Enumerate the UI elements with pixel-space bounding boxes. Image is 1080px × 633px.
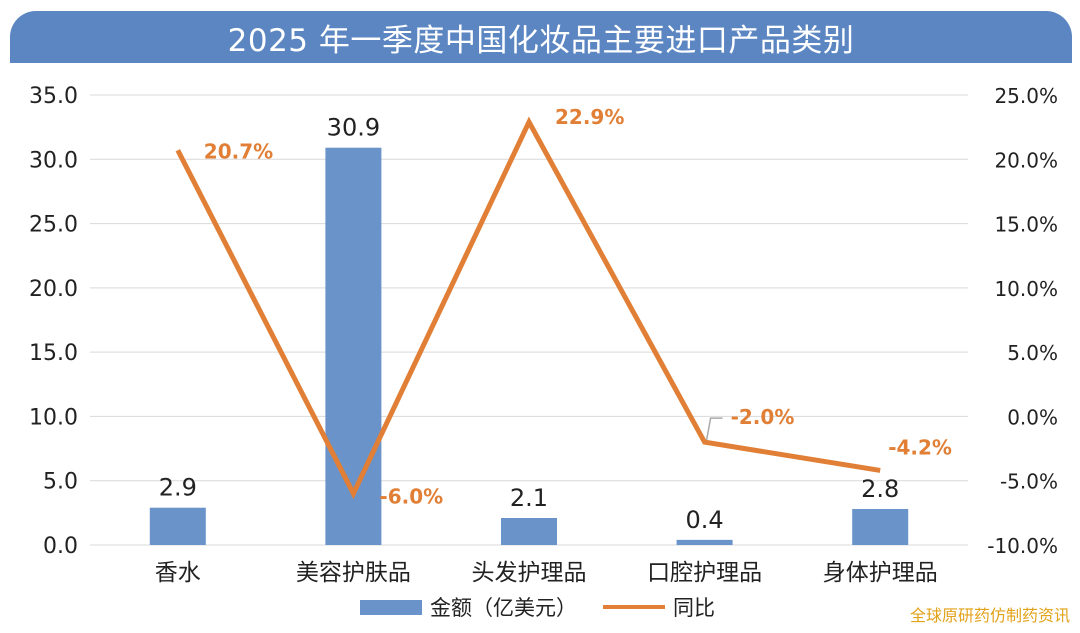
label-leader-line [705,417,723,441]
x-category-label: 身体护理品 [823,560,938,586]
y-left-tick-label: 15.0 [29,341,78,366]
line-value-label: -4.2% [888,435,952,459]
y-left-tick-label: 5.0 [43,470,78,495]
y-right-tick-label: 10.0% [994,277,1058,301]
y-right-tick-label: 0.0% [1007,405,1058,429]
x-category-label: 头发护理品 [472,560,587,586]
bar [852,509,909,545]
bar-value-label: 0.4 [686,506,724,534]
legend: 金额（亿美元） 同比 [360,592,741,622]
bar [501,518,557,545]
bar-value-label: 2.8 [861,475,899,503]
y-right-tick-label: 20.0% [994,148,1058,172]
legend-bar-swatch [360,599,422,615]
chart-title-bar: 2025 年一季度中国化妆品主要进口产品类别 [10,11,1072,63]
combo-chart: 0.0 5.0 10.0 15.0 20.0 25.0 30.0 35.0 -10.0% -5.0… [29,84,1058,586]
x-category-label: 美容护肤品 [296,560,411,586]
legend-item-amount: 金额（亿美元） [360,592,577,622]
bar [149,507,206,545]
bar [676,539,733,545]
bar [325,147,382,545]
bar-value-label: 2.9 [159,474,197,502]
y-right-tick-label: 5.0% [1007,341,1058,365]
y-left-tick-label: 30.0 [29,148,78,173]
legend-label-amount: 金额（亿美元） [430,596,577,620]
y-left-tick-label: 0.0 [43,534,78,559]
line-value-label: 20.7% [204,139,273,163]
y-right-tick-label: -10.0% [987,534,1058,558]
legend-line-swatch [603,605,665,609]
legend-item-yoy: 同比 [603,592,715,622]
y-right-tick-label: 15.0% [994,213,1058,237]
line-value-label: 22.9% [555,105,624,129]
y-right-tick-label: 25.0% [994,84,1058,108]
legend-label-yoy: 同比 [673,596,715,620]
y-left-tick-label: 10.0 [29,405,78,430]
x-category-label: 香水 [155,560,201,586]
line-value-label: -2.0% [731,405,795,429]
chart-title: 2025 年一季度中国化妆品主要进口产品类别 [227,22,855,59]
y-left-tick-label: 20.0 [29,277,78,302]
bar-value-label: 30.9 [327,114,380,142]
watermark: 全球原研药仿制药资讯 [909,606,1070,625]
line-value-label: -6.0% [379,485,443,509]
y-left-tick-label: 25.0 [29,213,78,238]
y-left-tick-label: 35.0 [29,84,78,109]
yoy-line [175,116,881,500]
bar-value-label: 2.1 [510,484,548,512]
x-category-label: 口腔护理品 [647,560,762,586]
y-right-tick-label: -5.0% [1000,470,1058,494]
